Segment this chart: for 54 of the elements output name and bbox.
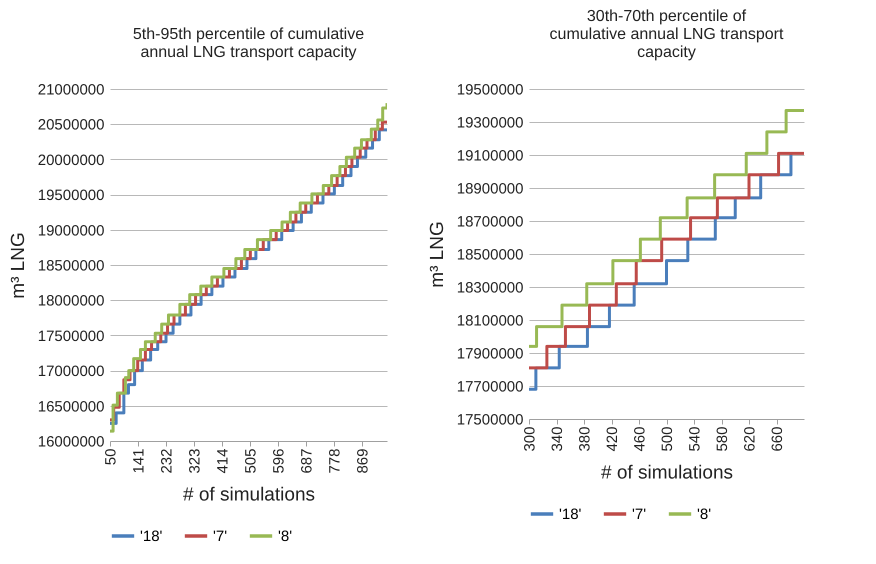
x-tick-label: 232 <box>158 448 176 474</box>
y-tick-label: 18500000 <box>38 258 104 274</box>
y-tick-label: 18100000 <box>456 312 524 330</box>
x-tick-label: 460 <box>632 426 648 452</box>
x-tick-label: 323 <box>186 448 204 474</box>
x-tick-label: 660 <box>769 426 786 452</box>
y-tick-label: 16500000 <box>38 398 104 416</box>
y-tick-label: 18000000 <box>38 292 104 310</box>
x-tick-label: 340 <box>549 426 566 452</box>
x-tick-label: 596 <box>270 448 288 474</box>
x-tick-label: 50 <box>102 448 120 466</box>
y-tick-label: 20000000 <box>38 152 104 169</box>
x-tick-label: 300 <box>522 426 538 452</box>
y-tick-label: 20500000 <box>38 116 104 134</box>
y-tick-label: 17500000 <box>456 412 524 428</box>
legend-label: '7' <box>213 528 228 545</box>
x-tick-label: 869 <box>354 448 372 474</box>
y-tick-label: 19500000 <box>38 187 104 204</box>
y-axis-title: m³ LNG <box>8 232 29 299</box>
y-axis-title: m³ LNG <box>426 221 448 288</box>
legend-label: '8' <box>697 506 712 523</box>
y-tick-label: 17500000 <box>38 328 104 345</box>
x-tick-label: 500 <box>659 426 676 452</box>
y-tick-label: 18700000 <box>456 214 524 230</box>
chart-title: 30th-70th percentile of cumulative annual LNG transport capacity <box>550 8 784 61</box>
y-tick-label: 18900000 <box>456 180 524 198</box>
x-tick-label: 380 <box>576 426 594 452</box>
legend-label: '8' <box>278 528 292 545</box>
y-tick-label: 16000000 <box>38 434 104 450</box>
x-tick-label: 540 <box>686 426 704 452</box>
y-tick-label: 19300000 <box>456 114 524 132</box>
y-tick-label: 17000000 <box>38 363 104 380</box>
chart-title: 5th-95th percentile of cumulative annual LNG transport capacity <box>132 26 364 61</box>
legend-label: '18' <box>559 506 582 523</box>
y-tick-label: 17700000 <box>456 378 524 396</box>
x-axis-title: # of simulations <box>600 462 734 484</box>
y-tick-label: 18300000 <box>456 280 524 296</box>
x-tick-label: 620 <box>742 426 758 452</box>
y-tick-label: 19500000 <box>456 82 524 98</box>
x-tick-label: 505 <box>242 448 260 474</box>
x-tick-label: 580 <box>714 426 731 452</box>
x-tick-label: 687 <box>298 448 316 474</box>
x-tick-label: 420 <box>604 426 621 452</box>
y-tick-label: 17900000 <box>456 346 524 362</box>
x-tick-label: 141 <box>130 448 148 474</box>
x-axis-title: # of simulations <box>182 484 316 506</box>
x-tick-label: 414 <box>214 448 232 474</box>
y-tick-label: 18500000 <box>456 246 524 264</box>
x-tick-label: 778 <box>326 448 344 474</box>
legend-label: '7' <box>632 506 646 523</box>
y-tick-label: 19000000 <box>38 222 104 240</box>
y-tick-label: 21000000 <box>38 82 104 98</box>
legend-label: '18' <box>140 528 163 545</box>
y-tick-label: 19100000 <box>456 148 524 164</box>
